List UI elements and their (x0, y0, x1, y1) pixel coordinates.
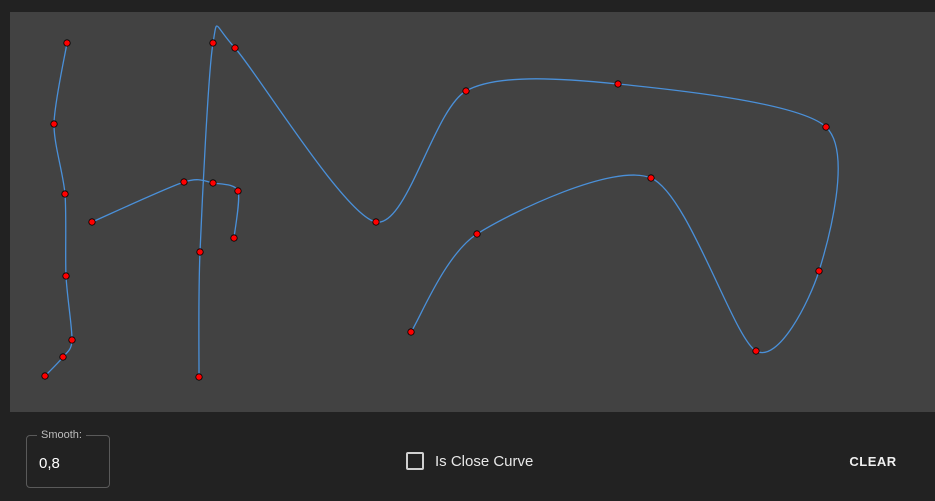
control-point[interactable] (815, 267, 823, 275)
control-point[interactable] (59, 353, 67, 361)
control-point[interactable] (195, 373, 203, 381)
control-point[interactable] (41, 372, 49, 380)
control-point[interactable] (647, 174, 655, 182)
drawing-canvas-area[interactable] (10, 12, 935, 412)
control-point[interactable] (822, 123, 830, 131)
control-point[interactable] (462, 87, 470, 95)
control-point[interactable] (234, 187, 242, 195)
control-point[interactable] (180, 178, 188, 186)
control-point[interactable] (752, 347, 760, 355)
controls-bar: Smooth: Is Close Curve CLEAR (0, 412, 935, 501)
control-point[interactable] (209, 179, 217, 187)
control-point[interactable] (61, 190, 69, 198)
control-point[interactable] (50, 120, 58, 128)
smooth-field[interactable]: Smooth: (26, 429, 110, 488)
control-point[interactable] (372, 218, 380, 226)
control-point[interactable] (62, 272, 70, 280)
curve-path-0 (44, 42, 73, 377)
curve-canvas[interactable] (10, 12, 935, 412)
clear-button[interactable]: CLEAR (842, 449, 904, 473)
smooth-input[interactable] (39, 453, 99, 473)
close-curve-label: Is Close Curve (435, 452, 534, 470)
curve-path-1 (198, 25, 839, 378)
curve-path-2 (91, 179, 240, 239)
control-point[interactable] (231, 44, 239, 52)
control-point[interactable] (68, 336, 76, 344)
control-point[interactable] (473, 230, 481, 238)
control-point[interactable] (614, 80, 622, 88)
control-point[interactable] (407, 328, 415, 336)
control-point[interactable] (196, 248, 204, 256)
close-curve-checkbox[interactable] (406, 452, 424, 470)
control-point[interactable] (88, 218, 96, 226)
control-point[interactable] (63, 39, 71, 47)
control-point[interactable] (209, 39, 217, 47)
control-point[interactable] (230, 234, 238, 242)
close-curve-toggle[interactable]: Is Close Curve (406, 452, 533, 470)
smooth-label: Smooth: (37, 429, 86, 442)
